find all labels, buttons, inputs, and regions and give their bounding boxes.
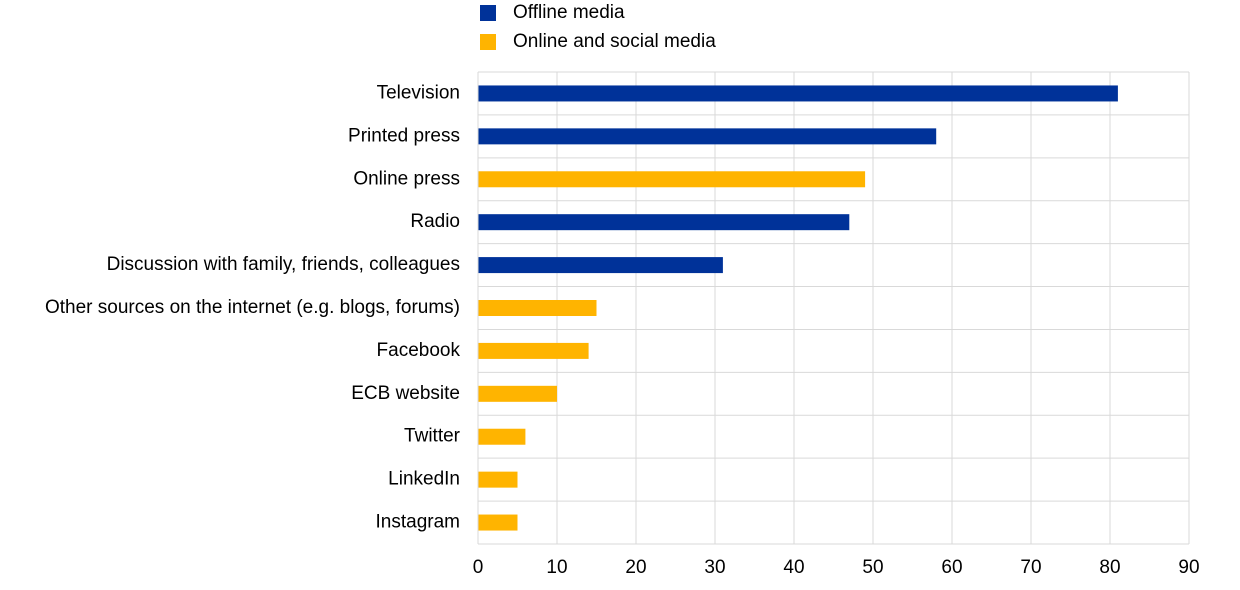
bar [478,214,850,231]
x-tick-label: 90 [1178,557,1199,578]
x-tick-label: 40 [783,557,804,578]
bar [478,428,526,445]
y-tick-label: Instagram [376,512,460,533]
bar [478,471,518,488]
bar [478,128,937,145]
y-tick-label: Printed press [348,125,460,146]
y-tick-label: Other sources on the internet (e.g. blog… [45,297,460,318]
bar [478,385,557,402]
x-tick-label: 30 [704,557,725,578]
bar [478,300,597,316]
y-tick-label: Television [377,82,460,103]
y-tick-label: ECB website [351,383,460,404]
legend-swatch [480,34,496,50]
bar [478,342,589,359]
bar [478,514,518,531]
y-tick-label: LinkedIn [388,469,460,490]
bar [478,257,723,274]
x-tick-label: 80 [1099,557,1120,578]
y-tick-label: Online press [353,168,460,189]
x-tick-label: 20 [625,557,646,578]
y-tick-label: Facebook [377,340,461,361]
legend-label: Online and social media [513,31,716,52]
y-tick-label: Discussion with family, friends, colleag… [107,254,460,275]
x-tick-label: 60 [941,557,962,578]
bar [478,85,1118,102]
bar [478,171,866,188]
x-tick-label: 70 [1020,557,1041,578]
x-tick-label: 10 [546,557,567,578]
x-tick-label: 0 [473,557,484,578]
x-tick-label: 50 [862,557,883,578]
legend-swatch [480,5,496,21]
y-tick-label: Radio [410,211,460,232]
y-tick-label: Twitter [404,426,461,447]
legend-label: Offline media [513,2,625,23]
